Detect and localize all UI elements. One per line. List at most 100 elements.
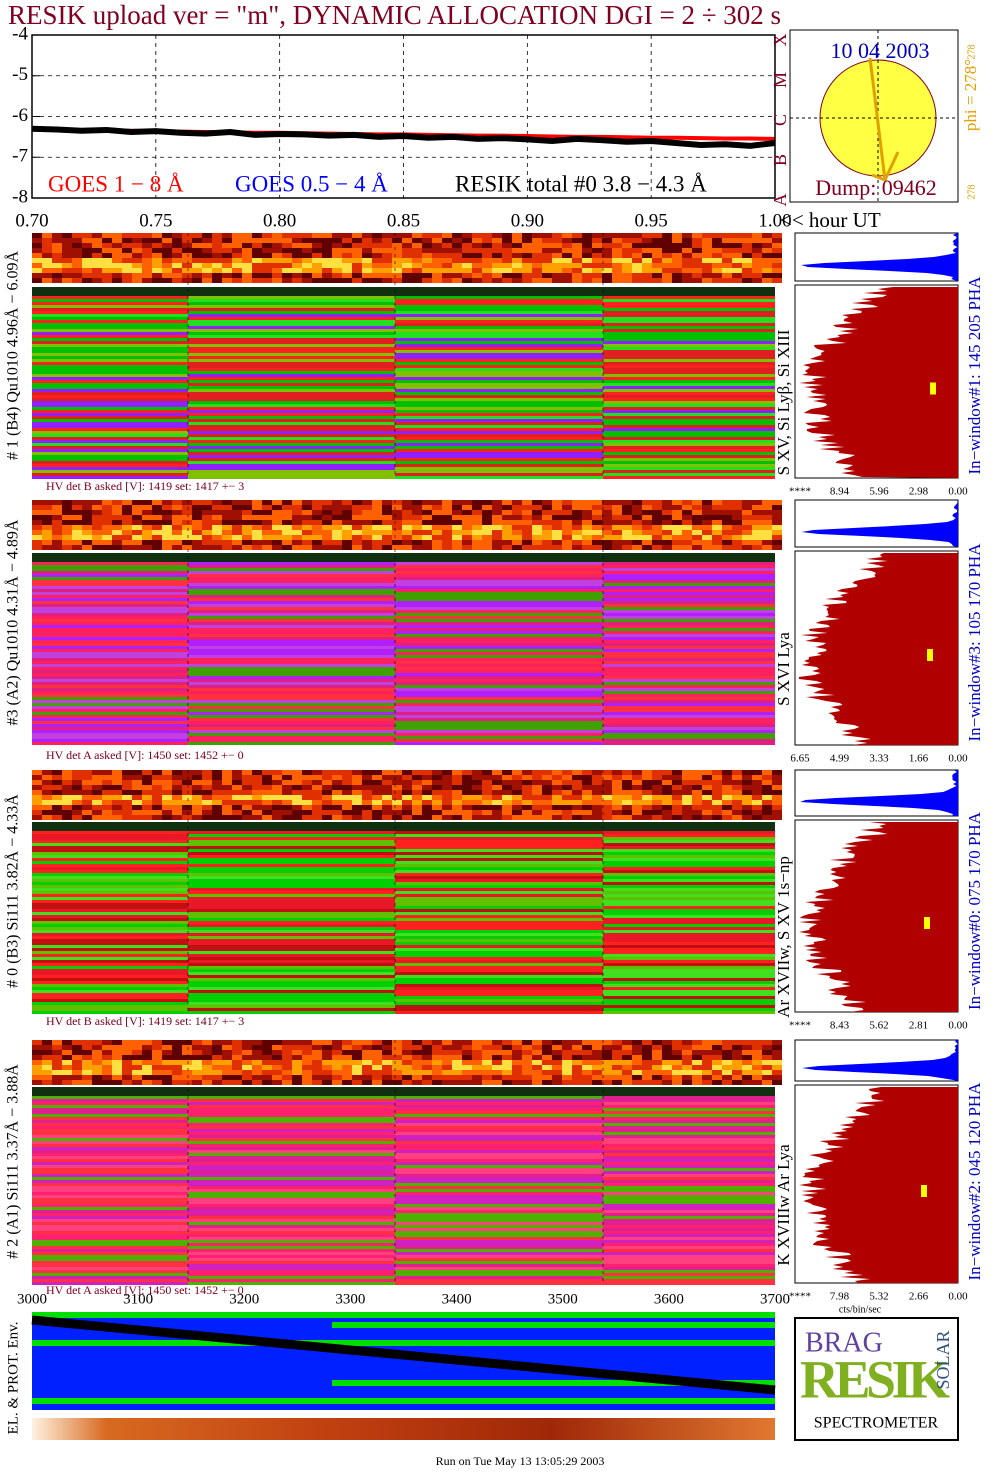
heat-cell bbox=[572, 505, 582, 510]
heat-cell bbox=[42, 1040, 52, 1045]
heat-cell bbox=[462, 780, 472, 785]
heat-cell bbox=[532, 815, 542, 820]
heat-cell bbox=[602, 1055, 612, 1060]
heat-cell bbox=[772, 1075, 782, 1080]
spectrogram-row bbox=[395, 1207, 603, 1210]
heat-cell bbox=[92, 535, 102, 540]
spectrogram-row bbox=[603, 888, 775, 891]
spectrogram-row bbox=[395, 1123, 603, 1126]
spectrogram-row bbox=[32, 1114, 188, 1117]
heat-cell bbox=[312, 540, 322, 545]
spectrogram-row bbox=[603, 1138, 775, 1141]
heat-cell bbox=[582, 1045, 592, 1050]
spectrogram-row bbox=[395, 918, 603, 921]
heat-cell bbox=[272, 770, 282, 775]
heat-cell bbox=[252, 258, 262, 263]
spectrogram-row bbox=[395, 1005, 603, 1008]
heat-cell bbox=[172, 1065, 182, 1070]
spectrogram-row bbox=[395, 954, 603, 957]
heat-cell bbox=[702, 510, 712, 515]
heat-cell bbox=[132, 500, 142, 505]
spectrogram-row bbox=[603, 924, 775, 927]
spectrogram-row bbox=[188, 1099, 395, 1102]
heat-cell bbox=[142, 258, 152, 263]
heat-cell bbox=[482, 805, 492, 810]
spectrogram-row bbox=[603, 981, 775, 984]
heat-cell bbox=[572, 520, 582, 525]
heat-cell bbox=[722, 243, 732, 248]
spectrogram-row bbox=[32, 876, 188, 879]
spectrogram-row bbox=[32, 685, 188, 688]
heat-cell bbox=[712, 770, 722, 775]
heat-cell bbox=[32, 545, 42, 550]
spectrogram-row bbox=[32, 1258, 188, 1261]
spectrogram-row bbox=[395, 691, 603, 694]
heat-cell bbox=[402, 795, 412, 800]
heat-cell bbox=[192, 1070, 202, 1075]
heat-cell bbox=[582, 805, 592, 810]
spectrogram-row bbox=[395, 434, 603, 437]
spectrogram-row bbox=[32, 374, 188, 377]
heat-cell bbox=[432, 795, 442, 800]
heat-cell bbox=[152, 238, 162, 243]
heat-cell bbox=[602, 1040, 612, 1045]
heat-cell bbox=[622, 1055, 632, 1060]
heat-cell bbox=[662, 268, 672, 273]
spectrogram-row bbox=[603, 1183, 775, 1186]
heat-cell bbox=[52, 243, 62, 248]
heat-cell bbox=[192, 800, 202, 805]
heat-cell bbox=[682, 800, 692, 805]
spectrogram-row bbox=[188, 601, 395, 604]
heat-cell bbox=[372, 540, 382, 545]
env-stripe bbox=[332, 1380, 775, 1386]
heat-cell bbox=[182, 785, 192, 790]
heat-cell bbox=[92, 815, 102, 820]
heat-cell bbox=[42, 233, 52, 238]
heat-cell bbox=[622, 545, 632, 550]
spectrogram-row bbox=[395, 446, 603, 449]
heat-cell bbox=[352, 1075, 362, 1080]
heat-cell bbox=[262, 1080, 272, 1085]
heat-cell bbox=[172, 810, 182, 815]
heat-cell bbox=[552, 258, 562, 263]
heat-cell bbox=[222, 1050, 232, 1055]
heat-cell bbox=[572, 263, 582, 268]
heat-cell bbox=[262, 253, 272, 258]
heat-cell bbox=[712, 1050, 722, 1055]
heat-cell bbox=[452, 525, 462, 530]
bottom-tick-label: 3200 bbox=[229, 1291, 259, 1307]
heat-cell bbox=[302, 775, 312, 780]
heat-cell bbox=[512, 1050, 522, 1055]
spectrogram-row bbox=[188, 670, 395, 673]
heat-cell bbox=[102, 535, 112, 540]
heat-cell bbox=[472, 520, 482, 525]
spectrogram-row bbox=[395, 592, 603, 595]
heat-cell bbox=[702, 805, 712, 810]
spectrogram-row bbox=[395, 416, 603, 419]
heat-cell bbox=[282, 535, 292, 540]
heat-cell bbox=[742, 525, 752, 530]
heat-cell bbox=[532, 540, 542, 545]
heat-cell bbox=[242, 790, 252, 795]
spectrogram-row bbox=[603, 353, 775, 356]
heat-cell bbox=[272, 515, 282, 520]
heat-cell bbox=[562, 535, 572, 540]
heat-cell bbox=[242, 238, 252, 243]
heat-cell bbox=[732, 278, 742, 283]
spectrogram-row bbox=[603, 885, 775, 888]
heat-cell bbox=[52, 515, 62, 520]
spectrogram-row bbox=[603, 909, 775, 912]
heat-cell bbox=[752, 500, 762, 505]
spectrogram-row bbox=[32, 350, 188, 353]
heat-cell bbox=[142, 540, 152, 545]
heat-cell bbox=[232, 238, 242, 243]
spectrogram-row bbox=[603, 846, 775, 849]
heat-cell bbox=[392, 510, 402, 515]
heat-cell bbox=[652, 790, 662, 795]
heat-cell bbox=[742, 1060, 752, 1065]
spectrogram-row bbox=[603, 350, 775, 353]
spectrogram-row bbox=[603, 921, 775, 924]
heat-cell bbox=[232, 540, 242, 545]
heat-cell bbox=[562, 1045, 572, 1050]
heat-cell bbox=[532, 248, 542, 253]
